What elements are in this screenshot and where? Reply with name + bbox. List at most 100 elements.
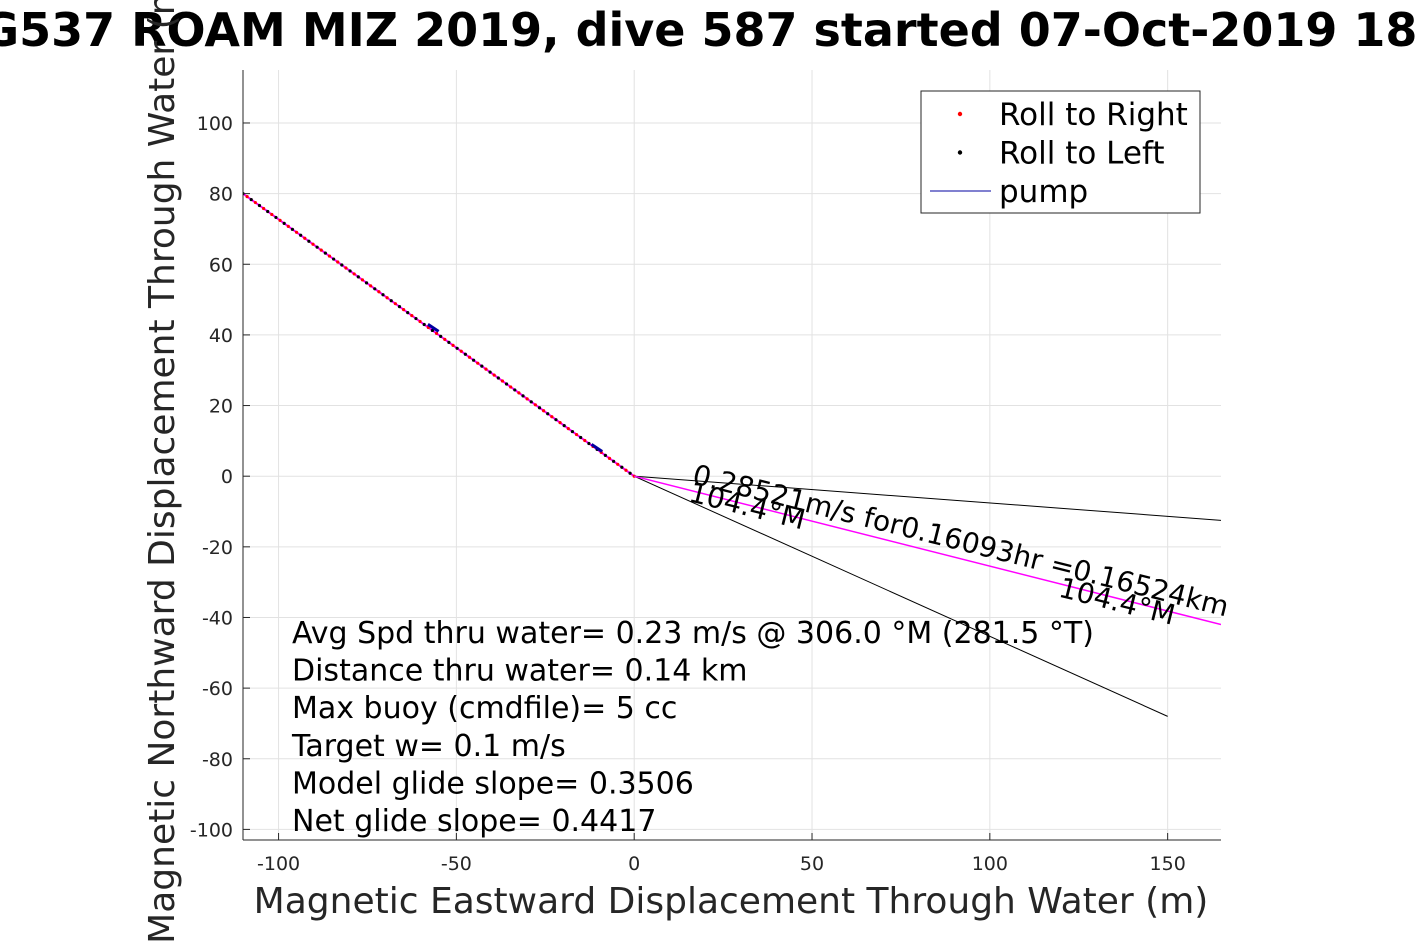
chart-title: SG537 ROAM MIZ 2019, dive 587 started 07… — [0, 3, 1417, 57]
guide-line — [634, 475, 1221, 521]
track-point — [401, 308, 406, 312]
x-tick-label: -50 — [441, 853, 472, 875]
legend-box — [920, 90, 1201, 214]
track-point — [513, 388, 517, 392]
track-point — [373, 287, 377, 291]
track-point — [500, 379, 505, 383]
track-point — [356, 275, 360, 279]
track-point — [307, 239, 311, 243]
track-point — [331, 257, 336, 261]
track-point — [397, 305, 402, 309]
track-point — [410, 313, 414, 318]
track-point — [472, 358, 476, 362]
legend-marker — [957, 150, 963, 155]
stats-line: Avg Spd thru water= 0.23 m/s @ 306.0 °M … — [292, 616, 1094, 651]
track-point — [451, 343, 455, 347]
track-point — [521, 394, 525, 398]
track-point — [579, 435, 583, 440]
y-tick-label: -40 — [202, 607, 233, 629]
y-tick-label: 100 — [197, 113, 233, 135]
track-point — [533, 403, 537, 407]
track-point — [261, 206, 266, 211]
track-point — [315, 245, 319, 249]
y-tick-label: 20 — [209, 396, 233, 418]
y-axis-label: Magnetic Northward Displacement Through … — [142, 0, 183, 944]
y-tick-label: -60 — [202, 678, 233, 700]
track-point — [274, 215, 278, 220]
track-point — [496, 376, 500, 380]
track-point — [245, 194, 249, 199]
track-point — [463, 352, 467, 356]
track-point — [340, 263, 344, 267]
stats-line: Target w= 0.1 m/s — [291, 729, 566, 764]
track-point — [257, 203, 262, 208]
data-layer — [243, 192, 1221, 717]
track-point — [492, 373, 496, 377]
track-point — [348, 269, 352, 273]
pump-segment — [427, 323, 440, 333]
track-point — [504, 382, 509, 386]
track-point — [369, 284, 373, 288]
track-point — [385, 296, 389, 300]
track-point — [620, 465, 624, 469]
track-point — [443, 337, 447, 341]
track-point — [434, 331, 439, 336]
track-point — [266, 209, 270, 214]
current-line — [634, 475, 1221, 626]
y-tick-label: -100 — [190, 819, 233, 841]
pump-segment — [590, 443, 604, 453]
legend-label: Roll to Right — [999, 97, 1188, 133]
stats-line: Model glide slope= 0.3506 — [292, 766, 694, 801]
track-point — [467, 355, 472, 359]
track-point — [278, 218, 282, 222]
track-point — [327, 254, 332, 258]
track-point — [612, 459, 616, 463]
stats-line: Net glide slope= 0.4417 — [292, 804, 656, 839]
track-point — [583, 438, 587, 443]
x-tick-label: 100 — [972, 853, 1008, 875]
track-point — [290, 227, 295, 231]
track-point — [570, 429, 575, 434]
track-point — [574, 432, 579, 437]
track-point — [484, 367, 488, 371]
grid-lines — [243, 70, 1221, 840]
track-point — [616, 462, 620, 466]
y-tick-label: 0 — [221, 466, 233, 488]
track-point — [311, 242, 315, 246]
track-point — [554, 418, 558, 422]
track-point — [476, 361, 480, 365]
legend-label: Roll to Left — [999, 136, 1165, 172]
y-tick-label: -20 — [202, 537, 233, 559]
track-point — [393, 302, 397, 306]
legend-label: pump — [999, 174, 1088, 210]
track-point — [381, 293, 385, 297]
track-point — [447, 340, 451, 344]
track-point — [509, 385, 513, 389]
track-point — [323, 251, 327, 255]
track-point — [282, 221, 286, 225]
track-point — [628, 471, 632, 475]
track-point — [430, 328, 435, 333]
y-tick-label: 60 — [209, 254, 233, 276]
track-point — [406, 311, 410, 315]
track-point — [488, 370, 492, 374]
track-point — [624, 468, 628, 472]
track-point — [480, 364, 484, 368]
track-point — [294, 230, 299, 234]
track-point — [603, 453, 607, 457]
track-point — [414, 316, 418, 321]
track-point — [389, 299, 393, 303]
x-tick-label: -100 — [257, 853, 300, 875]
track-point — [587, 441, 591, 446]
track-point — [607, 456, 612, 460]
track-point — [459, 349, 463, 353]
stats-block: Avg Spd thru water= 0.23 m/s @ 306.0 °M … — [291, 616, 1094, 839]
axis-ticks: -100 -50 0 50 100 150 100 80 60 40 20 0 -20 -40 -60 -80… — [190, 113, 1186, 875]
track-point — [249, 197, 253, 202]
track-point — [303, 236, 307, 240]
track-point — [336, 260, 340, 264]
track-point — [439, 334, 443, 338]
track-point — [546, 412, 550, 416]
